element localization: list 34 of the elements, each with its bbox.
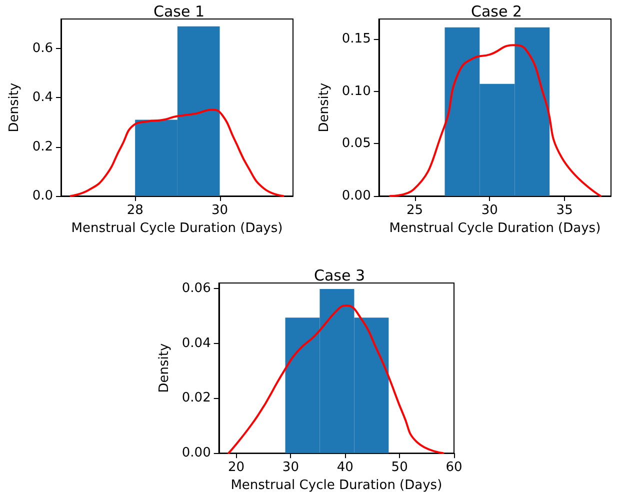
y-tick-label: 0.04 [182, 336, 211, 351]
chart-title: Case 3 [314, 266, 366, 284]
line-series [389, 44, 602, 197]
y-axis-title: Density [317, 82, 332, 132]
chart-title: Case 2 [470, 2, 522, 20]
y-tick-label: 0.4 [32, 90, 53, 106]
y-tick-label: 0.00 [182, 446, 211, 461]
x-axis-title: Menstrual Cycle Duration (Days) [230, 478, 442, 493]
y-tick-label: 0.0 [32, 188, 53, 204]
x-axis-title: Menstrual Cycle Duration (Days) [389, 220, 601, 236]
x-tick-label: 60 [446, 460, 462, 476]
y-tick-label: 0.06 [182, 280, 211, 296]
x-tick-label: 30 [481, 203, 498, 218]
x-axis-title: Menstrual Cycle Duration (Days) [71, 220, 283, 236]
y-tick-label: 0.05 [342, 136, 371, 152]
x-tick-label: 25 [406, 203, 424, 218]
x-tick-label: 28 [126, 203, 144, 218]
x-tick-label: 50 [391, 460, 408, 476]
y-tick-label: 0.00 [342, 188, 371, 204]
y-tick-label: 0.6 [32, 41, 53, 56]
y-axis-title: Density [7, 82, 22, 132]
y-tick-label: 0.15 [342, 31, 371, 46]
chart-title: Case 1 [153, 2, 205, 20]
y-tick-label: 0.2 [32, 139, 53, 154]
x-tick-label: 40 [336, 460, 354, 476]
line-series [228, 304, 444, 454]
line-series [70, 108, 284, 197]
x-tick-label: 30 [211, 203, 228, 218]
x-tick-label: 35 [556, 203, 573, 218]
x-tick-label: 30 [282, 460, 299, 476]
y-tick-label: 0.02 [182, 390, 211, 406]
y-tick-label: 0.10 [342, 84, 371, 99]
x-tick-label: 20 [228, 460, 245, 476]
y-axis-title: Density [157, 343, 172, 393]
